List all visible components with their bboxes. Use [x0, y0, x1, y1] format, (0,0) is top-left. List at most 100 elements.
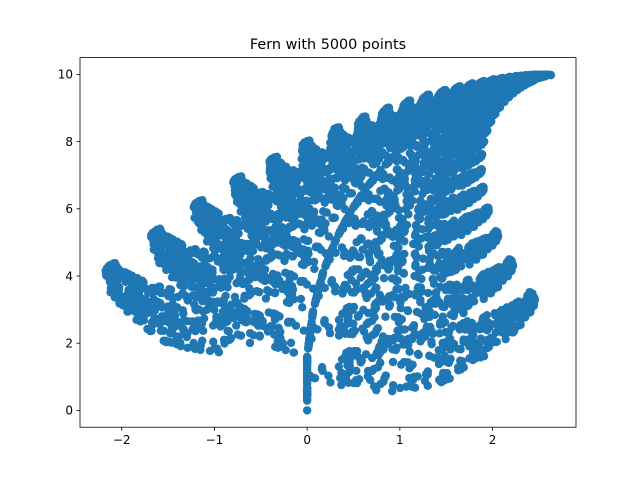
- scatter-point: [306, 173, 315, 182]
- scatter-point: [164, 309, 174, 318]
- scatter-point: [443, 247, 453, 257]
- scatter-point: [261, 294, 271, 303]
- scatter-point: [398, 106, 407, 115]
- scatter-point: [443, 146, 452, 155]
- scatter-point: [232, 278, 241, 288]
- scatter-point: [235, 245, 244, 254]
- scatter-point: [246, 253, 255, 263]
- scatter-point: [424, 215, 433, 224]
- scatter-point: [453, 261, 463, 271]
- scatter-point: [390, 312, 400, 322]
- scatter-point: [230, 292, 240, 302]
- scatter-point: [469, 222, 479, 231]
- scatter-point: [344, 172, 354, 182]
- scatter-point: [488, 231, 497, 241]
- scatter-point: [266, 253, 275, 263]
- scatter-point: [478, 250, 488, 259]
- scatter-point: [410, 383, 420, 392]
- scatter-point: [420, 182, 429, 191]
- scatter-point: [493, 282, 503, 292]
- scatter-point: [238, 180, 247, 190]
- scatter-point: [411, 170, 420, 179]
- scatter-point: [424, 224, 433, 234]
- scatter-point: [438, 312, 447, 321]
- scatter-point: [362, 333, 371, 342]
- scatter-point: [453, 181, 463, 190]
- scatter-point: [380, 229, 389, 239]
- scatter-point: [233, 216, 242, 225]
- scatter-point: [132, 273, 142, 283]
- scatter-point: [254, 254, 263, 264]
- scatter-point: [221, 291, 230, 301]
- scatter-point: [367, 316, 377, 326]
- scatter-point: [390, 257, 399, 266]
- scatter-point: [462, 84, 471, 93]
- scatter-point: [338, 309, 347, 319]
- scatter-point: [390, 293, 400, 302]
- scatter-point: [270, 330, 279, 339]
- scatter-point: [218, 260, 228, 270]
- scatter-point: [224, 314, 233, 323]
- scatter-point: [438, 319, 447, 329]
- scatter-point: [352, 366, 361, 375]
- scatter-point: [338, 369, 348, 378]
- scatter-point: [335, 195, 344, 204]
- scatter-point: [332, 165, 341, 174]
- scatter-point: [357, 356, 366, 365]
- scatter-point: [240, 316, 249, 326]
- scatter-point: [316, 220, 326, 230]
- scatter-point: [365, 193, 374, 202]
- scatter-point: [338, 223, 347, 232]
- scatter-point: [421, 153, 430, 162]
- scatter-point: [419, 329, 428, 338]
- scatter-point: [316, 228, 325, 238]
- scatter-point: [359, 116, 368, 126]
- scatter-point: [218, 299, 228, 308]
- scatter-point: [385, 302, 394, 311]
- scatter-point: [211, 252, 220, 261]
- scatter-point: [155, 285, 164, 295]
- scatter-point: [440, 195, 449, 205]
- scatter-point: [420, 376, 430, 386]
- scatter-point: [485, 270, 494, 279]
- scatter-point: [455, 163, 465, 172]
- scatter-point: [347, 189, 357, 198]
- scatter-point: [309, 257, 319, 267]
- scatter-point: [172, 237, 182, 246]
- scatter-point: [530, 75, 539, 84]
- scatter-point: [129, 302, 139, 312]
- scatter-point: [341, 160, 350, 170]
- scatter-point: [408, 196, 417, 205]
- scatter-point: [161, 252, 170, 262]
- scatter-point: [354, 155, 363, 164]
- scatter-point: [337, 321, 346, 331]
- scatter-point: [256, 243, 266, 252]
- scatter-point: [272, 153, 281, 162]
- scatter-point: [206, 302, 216, 311]
- scatter-point: [255, 287, 264, 297]
- scatter-point: [317, 363, 327, 372]
- scatter-point: [424, 170, 434, 179]
- scatter-point: [436, 377, 445, 386]
- scatter-point: [362, 144, 372, 153]
- scatter-point: [439, 104, 449, 113]
- scatter-point: [166, 329, 175, 338]
- scatter-point: [483, 326, 492, 335]
- scatter-point: [360, 219, 370, 228]
- scatter-point: [404, 289, 414, 299]
- scatter-point: [361, 291, 371, 300]
- scatter-point: [425, 235, 435, 244]
- scatter-point: [365, 255, 374, 264]
- scatter-point: [286, 338, 296, 348]
- scatter-point: [242, 213, 251, 223]
- scatter-point: [249, 317, 258, 327]
- scatter-point: [426, 199, 435, 209]
- scatter-point: [474, 88, 483, 97]
- scatter-point: [351, 376, 361, 385]
- scatter-point: [413, 212, 422, 222]
- scatter-point: [361, 350, 371, 359]
- scatter-point: [236, 303, 245, 312]
- scatter-point: [155, 226, 165, 235]
- scatter-point: [340, 247, 349, 256]
- scatter-point: [503, 321, 512, 330]
